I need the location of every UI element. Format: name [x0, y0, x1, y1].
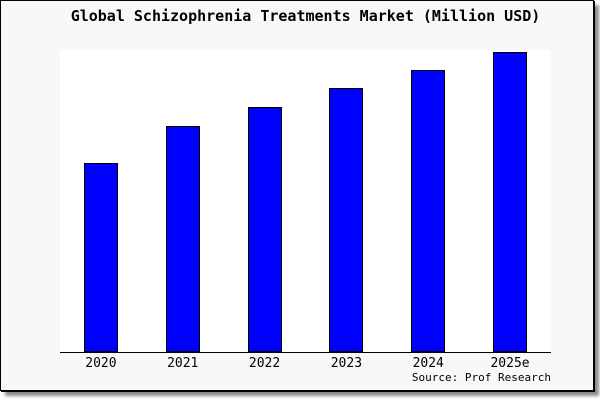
bar-2020 [83, 163, 118, 352]
tick-label-2024: 2024 [412, 356, 444, 371]
tick-label-2022: 2022 [248, 356, 281, 371]
bar-2023 [329, 88, 364, 352]
bar-2021 [165, 126, 200, 352]
tick-label-2020: 2020 [85, 356, 117, 371]
tick-label-2025e: 2025e [490, 356, 530, 371]
bar-2025e [493, 52, 528, 352]
bar-2024 [411, 70, 446, 352]
tick-label-2023: 2023 [330, 356, 363, 371]
tick-label-2021: 2021 [167, 356, 199, 371]
source-label: Source: Prof Research [411, 371, 551, 384]
x-axis-labels: 2020 2021 2022 2023 2024 2025e [60, 356, 551, 371]
chart-title: Global Schizophrenia Treatments Market (… [70, 7, 541, 25]
bar-2022 [247, 107, 282, 352]
chart-frame: Global Schizophrenia Treatments Market (… [0, 0, 594, 391]
plot-area [60, 50, 551, 353]
